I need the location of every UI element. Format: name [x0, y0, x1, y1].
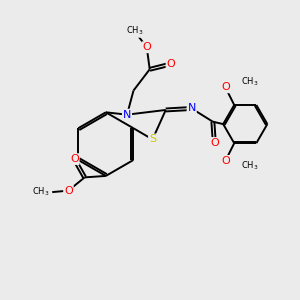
Text: O: O: [221, 82, 230, 92]
Text: CH$_3$: CH$_3$: [241, 76, 258, 88]
Text: CH$_3$: CH$_3$: [32, 186, 50, 198]
Text: CH$_3$: CH$_3$: [126, 25, 143, 37]
Text: S: S: [149, 134, 156, 144]
Text: O: O: [221, 156, 230, 166]
Text: O: O: [210, 138, 219, 148]
Text: O: O: [167, 59, 175, 69]
Text: CH$_3$: CH$_3$: [241, 160, 258, 172]
Text: O: O: [64, 186, 73, 196]
Text: N: N: [123, 110, 131, 120]
Text: O: O: [70, 154, 79, 164]
Text: O: O: [142, 42, 151, 52]
Text: N: N: [188, 103, 196, 113]
